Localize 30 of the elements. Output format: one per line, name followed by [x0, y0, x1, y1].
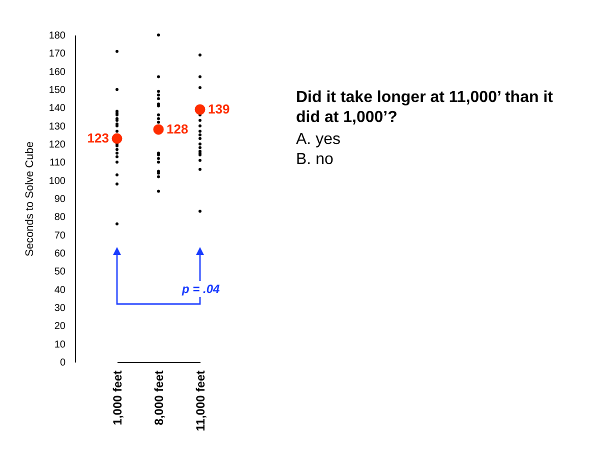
text: Did it take longer at 11,000’ than it did at 1,000’? — [296, 88, 554, 128]
text: B. no — [296, 150, 334, 170]
y-axis-title: Seconds to Solve Cube — [24, 142, 36, 256]
x-tick-label: 1,000 feet — [110, 370, 124, 426]
text: A. yes — [296, 130, 342, 150]
y-tick-label: 70 — [54, 230, 66, 242]
y-tick-label: 170 — [48, 48, 66, 60]
y-tick-label: 130 — [48, 121, 66, 132]
y-tick-label: 50 — [54, 266, 66, 278]
data-label: 128 — [166, 121, 188, 136]
annotation: p = .04 — [182, 282, 220, 296]
y-tick-label: 60 — [54, 248, 66, 260]
y-tick-label: 80 — [54, 212, 66, 224]
y-tick-label: 180 — [48, 30, 66, 42]
x-tick-label: 11,000 feet — [194, 370, 208, 432]
y-tick-label: 140 — [48, 103, 66, 114]
y-tick-label: 40 — [54, 284, 66, 296]
y-tick-label: 150 — [48, 85, 66, 96]
y-tick-label: 110 — [50, 158, 66, 169]
y-tick-label: 160 — [48, 66, 66, 78]
y-tick-label: 20 — [54, 321, 66, 332]
y-tick-label: 90 — [54, 194, 66, 205]
y-tick-label: 0 — [60, 358, 66, 368]
y-tick-label: 100 — [48, 176, 66, 187]
data-label: 123 — [87, 130, 109, 146]
y-tick-label: 120 — [48, 140, 66, 150]
y-tick-label: 30 — [54, 303, 66, 314]
x-tick-label: 8,000 feet — [152, 370, 166, 426]
data-label: 139 — [208, 101, 230, 116]
y-tick-label: 10 — [54, 339, 66, 350]
